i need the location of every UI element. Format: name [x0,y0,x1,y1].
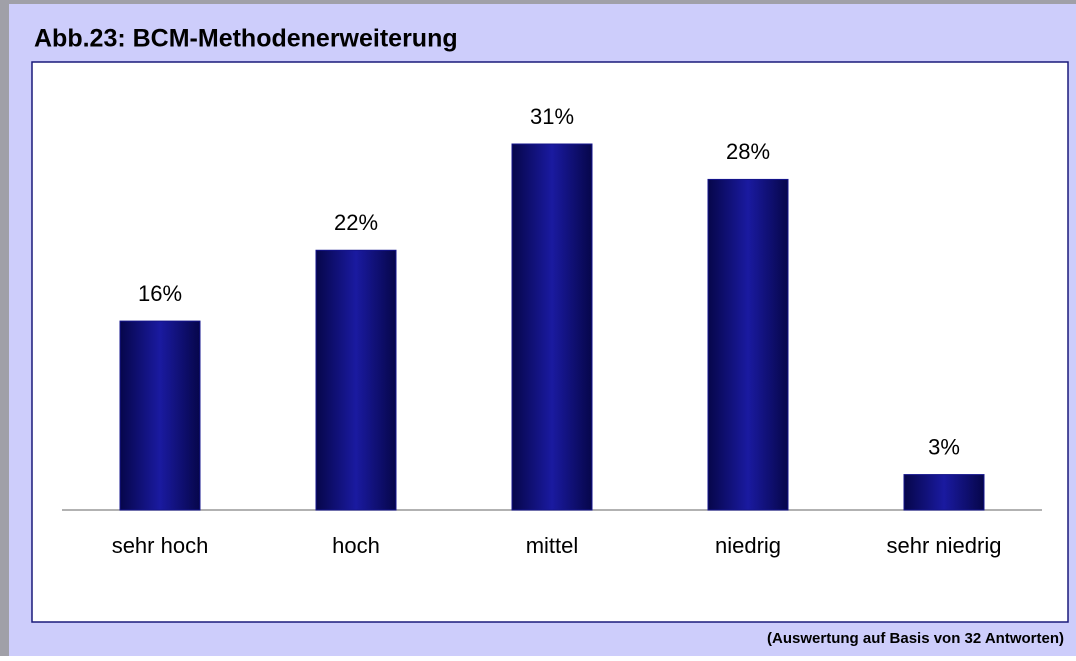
data-label: 3% [928,434,960,459]
footnote: (Auswertung auf Basis von 32 Antworten) [767,630,1064,647]
x-tick-label: hoch [332,533,380,558]
bar [119,320,201,511]
left-border [0,0,9,656]
data-label: 16% [138,281,182,306]
data-label: 28% [726,139,770,164]
data-label: 22% [334,210,378,235]
chart-title: Abb.23: BCM-Methodenerweiterung [34,25,458,53]
bar [511,143,593,511]
x-tick-label: niedrig [715,533,781,558]
data-label: 31% [530,104,574,129]
x-tick-label: sehr niedrig [887,533,1002,558]
top-border [0,0,1076,4]
x-tick-label: mittel [526,533,579,558]
x-tick-label: sehr hoch [112,533,209,558]
bar [903,474,985,511]
bar [315,249,397,511]
bar [707,178,789,511]
